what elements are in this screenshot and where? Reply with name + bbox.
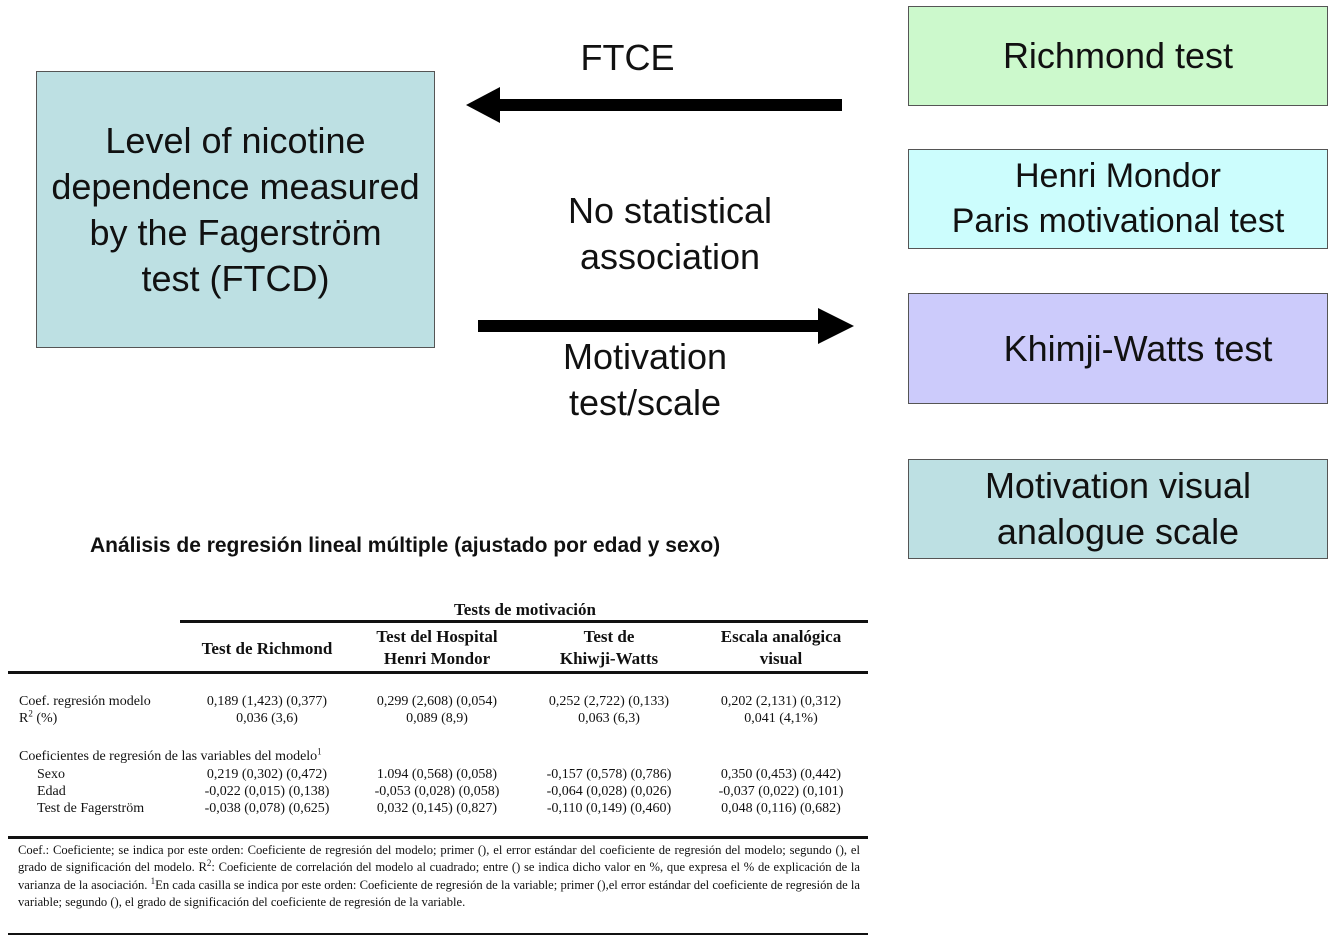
- vas-line: analogue scale: [996, 511, 1240, 552]
- footnote-text: : Coeficiente de correlación del modelo …: [18, 860, 861, 892]
- khimji-watts-box: Khimji-Watts test: [908, 293, 1328, 404]
- motivation-line: test/scale: [568, 382, 722, 423]
- r-label-suffix: (%): [32, 711, 58, 726]
- column-header-line: Escala analógica: [720, 627, 842, 646]
- row-label-edad: Edad: [37, 784, 66, 799]
- no-association-line: association: [579, 236, 761, 277]
- table-group-header: Tests de motivación: [454, 600, 596, 619]
- column-header-line: Test del Hospital: [376, 627, 498, 646]
- column-header-khiwji-watts: Test de Khiwji-Watts: [524, 626, 694, 670]
- section-label-text: Coeficientes de regresión de las variabl…: [19, 749, 318, 764]
- footnote-sup: 1: [150, 875, 156, 886]
- table-cell: -0,064 (0,028) (0,026): [546, 784, 672, 799]
- table-cell: -0,037 (0,022) (0,101): [718, 784, 844, 799]
- ftce-label: FTCE: [580, 37, 675, 78]
- footnote-text: En cada casilla se indica por este orden…: [18, 877, 860, 910]
- column-header-richmond: Test de Richmond: [182, 638, 352, 660]
- table-cell: 0,252 (2,722) (0,133): [548, 694, 670, 709]
- table-rule-bottom: [8, 933, 868, 935]
- table-cell: -0,038 (0,078) (0,625): [204, 801, 330, 816]
- footnote-sup: 2: [206, 858, 212, 869]
- table-cell: 0,048 (0,116) (0,682): [721, 801, 841, 816]
- table-cell: -0,053 (0,028) (0,058): [374, 784, 500, 799]
- richmond-test-box: Richmond test: [908, 6, 1328, 106]
- section-label-sup: 1: [317, 746, 322, 757]
- table-rule-top: [180, 620, 868, 623]
- table-cell: 0,063 (6,3): [578, 711, 640, 726]
- r-label-sup: 2: [28, 708, 33, 719]
- ftcd-line: by the Fagerström: [89, 211, 382, 253]
- richmond-test-label: Richmond test: [1002, 35, 1234, 76]
- table-cell: 0,299 (2,608) (0,054): [376, 694, 498, 709]
- r-label: R: [19, 711, 29, 726]
- column-header-line: visual: [759, 649, 803, 668]
- visual-analogue-scale-box: Motivation visual analogue scale: [908, 459, 1328, 559]
- footnote-text: Coef.: Coeficiente; se indica por este o…: [18, 843, 860, 875]
- motivation-line: Motivation: [562, 336, 728, 377]
- section-label-coeficientes: Coeficientes de regresión de las variabl…: [19, 746, 322, 765]
- column-header-line: Test de: [583, 627, 635, 646]
- ftcd-line: Level of nicotine: [105, 119, 366, 161]
- row-label-sexo: Sexo: [37, 767, 65, 782]
- column-header-escala-visual: Escala analógica visual: [696, 626, 866, 670]
- table-cell: 0,219 (0,302) (0,472): [206, 767, 328, 782]
- arrow-right-icon: [478, 308, 854, 344]
- ftcd-source-box: Level of nicotine dependence measured by…: [36, 71, 435, 348]
- no-association-line: No statistical: [567, 190, 773, 231]
- table-cell: 0,189 (1,423) (0,377): [206, 694, 328, 709]
- henri-mondor-line: Paris motivational test: [951, 202, 1285, 240]
- table-cell: 0,089 (8,9): [406, 711, 468, 726]
- henri-mondor-line: Henri Mondor: [1015, 157, 1221, 195]
- ftcd-line: test (FTCD): [141, 257, 330, 299]
- column-header-line: Khiwji-Watts: [559, 649, 659, 668]
- table-cell: 0,036 (3,6): [236, 711, 298, 726]
- table-title: Análisis de regresión lineal múltiple (a…: [90, 534, 721, 557]
- row-label-fagerstrom: Test de Fagerström: [37, 801, 145, 816]
- column-header-line: Henri Mondor: [383, 649, 491, 668]
- table-footnote: Coef.: Coeficiente; se indica por este o…: [18, 842, 860, 912]
- vas-line: Motivation visual: [984, 465, 1252, 506]
- no-association-label: No statistical association: [520, 188, 820, 280]
- row-label-r-squared: R2 (%): [19, 708, 58, 727]
- table-cell: -0,157 (0,578) (0,786): [546, 767, 672, 782]
- table-cell: -0,022 (0,015) (0,138): [204, 784, 330, 799]
- arrow-left-icon: [466, 87, 842, 123]
- khimji-watts-label: Khimji-Watts test: [1003, 327, 1273, 369]
- henri-mondor-box: Henri Mondor Paris motivational test: [908, 149, 1328, 249]
- table-cell: 0,041 (4,1%): [744, 711, 818, 726]
- column-header-line: Test de Richmond: [201, 639, 333, 658]
- table-cell: -0,110 (0,149) (0,460): [546, 801, 672, 816]
- table-rule-footnote-top: [8, 836, 868, 839]
- table-cell: 0,202 (2,131) (0,312): [720, 694, 842, 709]
- table-rule-header: [8, 671, 868, 674]
- table-cell: 0,350 (0,453) (0,442): [720, 767, 842, 782]
- motivation-scale-label: Motivation test/scale: [520, 334, 770, 426]
- ftcd-line: dependence measured: [51, 165, 420, 207]
- row-label-coef-modelo: Coef. regresión modelo: [19, 694, 151, 709]
- table-cell: 0,032 (0,145) (0,827): [376, 801, 498, 816]
- column-header-henri-mondor: Test del Hospital Henri Mondor: [352, 626, 522, 670]
- table-cell: 1.094 (0,568) (0,058): [376, 767, 498, 782]
